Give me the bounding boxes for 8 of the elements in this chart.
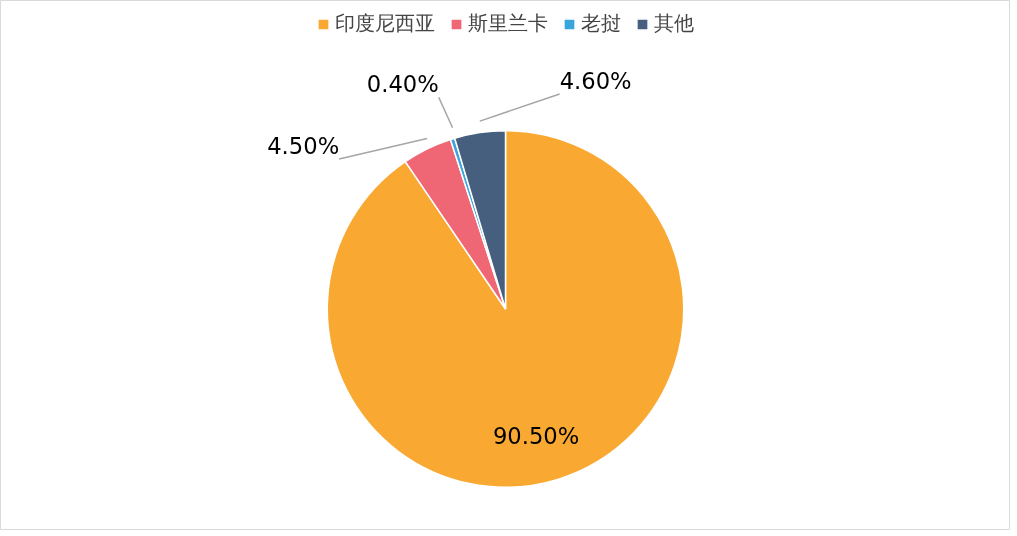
legend-label: 其他: [654, 10, 694, 37]
data-label: 4.60%: [559, 67, 632, 94]
data-label: 4.50%: [267, 133, 340, 160]
legend-label: 斯里兰卡: [468, 10, 548, 37]
legend-label: 印度尼西亚: [335, 10, 435, 37]
data-label: 90.50%: [492, 423, 580, 450]
legend-label: 老挝: [581, 10, 621, 37]
data-label: 0.40%: [366, 71, 439, 98]
